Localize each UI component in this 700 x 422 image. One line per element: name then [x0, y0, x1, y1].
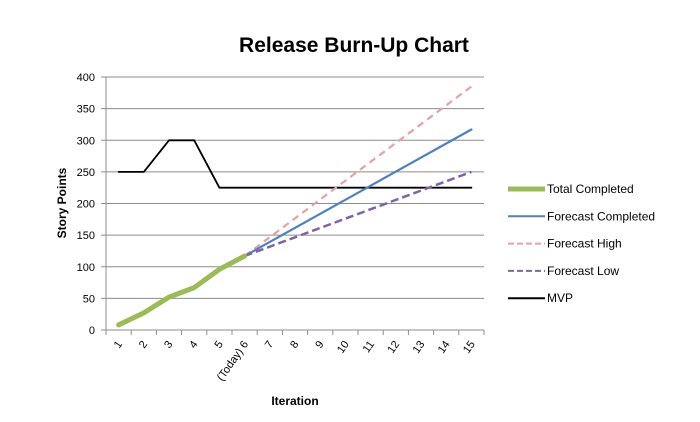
y-tick-label: 100: [77, 262, 95, 274]
y-tick-label: 200: [77, 199, 95, 211]
series-line-total-completed: [116, 253, 248, 328]
series-line-forecast-completed: [243, 128, 473, 258]
x-tick-label: 12: [385, 339, 402, 356]
x-tick-label: 1: [112, 339, 125, 351]
legend-label: MVP: [547, 291, 573, 305]
legend-label: Total Completed: [547, 182, 634, 196]
y-tick-label: 50: [83, 293, 95, 305]
x-tick-label: 13: [411, 339, 428, 356]
y-axis-label: Story Points: [55, 167, 69, 238]
x-axis-label: Iteration: [271, 394, 318, 408]
legend-label: Forecast Low: [547, 264, 619, 278]
x-tick-label: 14: [436, 339, 453, 356]
series-layer: [116, 85, 473, 328]
y-tick-label: 300: [77, 135, 95, 147]
x-tick-label: 3: [162, 339, 175, 351]
x-tick-label: 4: [187, 339, 200, 351]
y-tick-label: 250: [77, 167, 95, 179]
legend-label: Forecast High: [547, 237, 622, 251]
series-line-mvp: [117, 139, 473, 189]
y-tick-label: 350: [77, 104, 95, 116]
y-tick-label: 0: [89, 325, 95, 337]
chart-title: Release Burn-Up Chart: [239, 34, 469, 57]
y-tick-label: 400: [77, 72, 95, 84]
series-line-forecast-high: [243, 85, 473, 257]
x-tick-label: 5: [213, 339, 226, 351]
x-tick-label: 2: [137, 339, 150, 351]
legend: Total Completed Forecast Completed Forecas…: [508, 182, 655, 305]
x-tick-label: 9: [313, 339, 326, 351]
legend-label: Forecast Completed: [547, 209, 655, 223]
x-tick-label: 11: [361, 339, 377, 355]
series-line-forecast-low: [244, 170, 472, 258]
y-tick-label: 150: [77, 230, 95, 242]
x-tick-label: 8: [288, 339, 301, 351]
x-tick-label: 10: [335, 339, 352, 356]
x-tick-label: 7: [263, 339, 276, 351]
x-tick-label: 15: [461, 339, 478, 356]
